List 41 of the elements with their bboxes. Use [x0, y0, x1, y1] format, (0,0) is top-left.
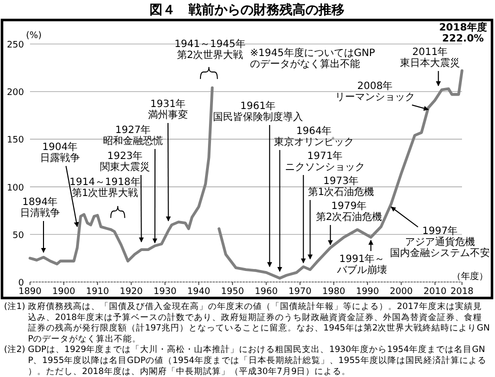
- xtick: 1960: [254, 287, 278, 297]
- annotation: 1979年第2次石油危機: [316, 201, 382, 223]
- annotation: 1973年第1次石油危機: [308, 176, 374, 198]
- annotation: 1914～1918年第1次世界大戦: [70, 177, 140, 199]
- ytick: 250: [6, 40, 24, 50]
- annotation: 1927年昭和金融恐慌: [103, 125, 163, 147]
- xtick: 1950: [221, 287, 244, 297]
- xtick: 1910: [86, 287, 109, 297]
- xtick: 1990: [356, 287, 379, 297]
- ytick: 0: [18, 278, 24, 288]
- xtick: 2018: [450, 287, 474, 297]
- xlabel: （年度）: [452, 272, 488, 282]
- annotation: 1894年日清戦争: [20, 197, 60, 219]
- ytick: 100: [6, 183, 24, 194]
- xtick: 1900: [52, 287, 76, 297]
- annotation: ※1945年度についてはGNPのデータがなく算出不能: [250, 48, 376, 70]
- annotation: 1931年満州事変: [148, 99, 188, 121]
- xtick: 1980: [322, 287, 346, 297]
- annotation: 2018年度222.0%: [439, 22, 487, 45]
- annotation: 2008年リーマンショック: [335, 81, 415, 103]
- annotation: 1961年国民皆保険制度導入: [213, 101, 303, 123]
- title: 図４ 戦前からの財務残高の推移: [150, 3, 344, 18]
- ylabel: (%): [26, 31, 42, 41]
- xtick: 1920: [120, 287, 143, 297]
- annotation: 1941～1945年第2次世界大戦: [174, 39, 246, 61]
- annotation: 1971年ニクソンショック: [285, 151, 365, 173]
- xtick: 1940: [187, 287, 210, 297]
- ytick: 200: [6, 88, 24, 98]
- xtick: 2000: [390, 287, 413, 297]
- ytick: 150: [6, 136, 24, 146]
- annotation: 2011年東日本大震災: [400, 47, 460, 69]
- annotation: 1964年東京オリンピック: [274, 126, 354, 148]
- xtick: 1890: [18, 287, 42, 297]
- xtick: 2010: [424, 287, 446, 297]
- xtick: 1970: [288, 287, 312, 297]
- annotation: 1923年関東大震災: [100, 151, 150, 173]
- annotation: 1904年日露戦争: [40, 142, 80, 164]
- annotation: 1991年～バブル崩壊: [337, 254, 387, 276]
- xtick: 1930: [154, 287, 176, 297]
- ytick: 50: [12, 230, 24, 241]
- annotation: 1997年アジア通貨危機国内金融システム不安: [390, 226, 490, 259]
